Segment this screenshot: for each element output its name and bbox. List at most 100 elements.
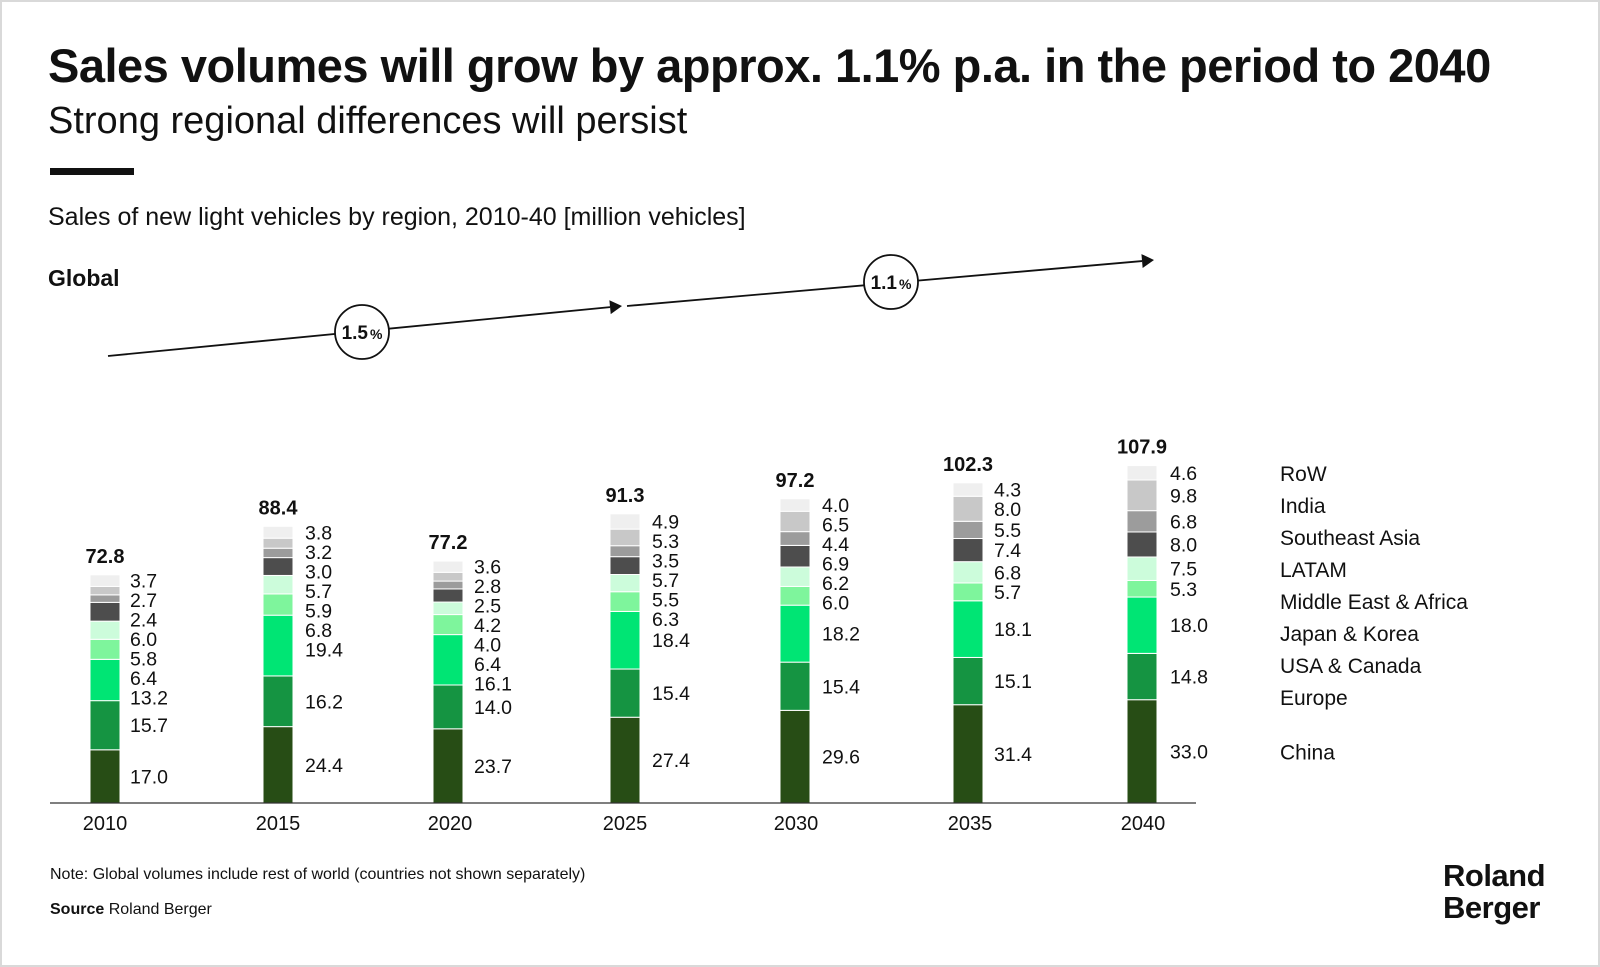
roland-berger-logo: Roland Berger [1443, 860, 1546, 925]
bar-middle-east-and-africa-2040 [1126, 556, 1158, 581]
value-label-middle-east-and-africa-2010: 5.8 [130, 649, 157, 671]
legend-item-usa-and-canada: USA & Canada [1280, 655, 1422, 678]
bar-europe-2040 [1126, 652, 1158, 701]
value-label-europe-2010: 15.7 [130, 715, 168, 737]
value-label-row-2035: 4.3 [994, 480, 1021, 502]
bar-india-2020 [432, 571, 464, 582]
bar-row-2020 [432, 560, 464, 573]
value-label-usa-and-canada-2030: 18.2 [822, 624, 860, 646]
bar-europe-2030 [779, 661, 811, 711]
value-label-southeast-asia-2025: 3.5 [652, 550, 679, 572]
source-text: Roland Berger [108, 901, 212, 918]
legend-item-europe: Europe [1280, 687, 1348, 710]
bar-row-2030 [779, 498, 811, 512]
bar-row-2015 [262, 525, 294, 539]
total-label-2020: 77.2 [429, 532, 468, 554]
logo-line-2: Berger [1443, 890, 1540, 925]
value-label-india-2030: 6.5 [822, 515, 849, 537]
bar-usa-and-canada-2025 [609, 610, 641, 670]
value-label-middle-east-and-africa-2020: 4.0 [474, 635, 501, 657]
x-tick-label-2015: 2015 [256, 813, 301, 835]
bar-middle-east-and-africa-2025 [609, 574, 641, 593]
value-label-europe-2020: 14.0 [474, 697, 512, 719]
x-tick-label-2025: 2025 [603, 813, 648, 835]
bar-india-2035 [952, 495, 984, 522]
value-label-latam-2035: 7.4 [994, 540, 1021, 562]
value-label-latam-2040: 8.0 [1170, 534, 1197, 556]
value-label-india-2025: 5.3 [652, 531, 679, 553]
value-label-row-2020: 3.6 [474, 557, 501, 579]
x-tick-label-2035: 2035 [948, 813, 993, 835]
value-label-southeast-asia-2015: 3.0 [305, 561, 332, 583]
bar-middle-east-and-africa-2030 [779, 566, 811, 587]
value-label-middle-east-and-africa-2015: 5.9 [305, 600, 332, 622]
total-label-2035: 102.3 [943, 454, 993, 476]
value-label-usa-and-canada-2015: 19.4 [305, 639, 343, 661]
chart-scope-label: Global [48, 265, 120, 291]
bar-china-2030 [779, 709, 811, 804]
value-label-usa-and-canada-2035: 18.1 [994, 619, 1032, 641]
value-label-india-2020: 2.8 [474, 576, 501, 598]
bar-japan-and-korea-2025 [609, 591, 641, 612]
total-label-2030: 97.2 [776, 470, 815, 492]
value-label-europe-2030: 15.4 [822, 676, 860, 698]
value-label-usa-and-canada-2020: 16.1 [474, 674, 512, 696]
value-label-europe-2025: 15.4 [652, 683, 690, 705]
page-subtitle: Strong regional differences will persist [48, 100, 688, 142]
value-label-middle-east-and-africa-2025: 5.5 [652, 589, 679, 611]
value-label-japan-and-korea-2020: 6.4 [474, 654, 501, 676]
bar-usa-and-canada-2020 [432, 634, 464, 686]
bar-china-2025 [609, 716, 641, 804]
page-title: Sales volumes will grow by approx. 1.1% … [48, 39, 1491, 92]
bar-row-2010 [89, 574, 121, 587]
bar-europe-2015 [262, 675, 294, 728]
value-label-row-2025: 4.9 [652, 511, 679, 533]
value-label-southeast-asia-2035: 5.5 [994, 520, 1021, 542]
growth-badge-2 [863, 254, 919, 310]
value-label-europe-2015: 16.2 [305, 691, 343, 713]
bar-southeast-asia-2030 [779, 531, 811, 546]
bar-india-2015 [262, 537, 294, 549]
bar-middle-east-and-africa-2020 [432, 601, 464, 616]
x-tick-label-2020: 2020 [428, 813, 473, 835]
bar-europe-2035 [952, 656, 984, 706]
value-label-row-2010: 3.7 [130, 571, 157, 593]
bar-china-2010 [89, 749, 121, 804]
value-label-usa-and-canada-2040: 18.0 [1170, 615, 1208, 637]
growth-rate-value-2: 1.1 [871, 273, 898, 294]
bar-china-2020 [432, 728, 464, 804]
title-rule [50, 168, 134, 175]
legend-item-india: India [1280, 495, 1326, 518]
legend-item-row: RoW [1280, 463, 1327, 486]
value-label-india-2015: 3.2 [305, 542, 332, 564]
value-label-japan-and-korea-2030: 6.0 [822, 593, 849, 615]
value-label-china-2010: 17.0 [130, 766, 168, 788]
legend-item-latam: LATAM [1280, 559, 1347, 582]
growth-rate-label-1: 1.5% [342, 323, 383, 344]
bar-usa-and-canada-2035 [952, 600, 984, 658]
source-label: Source [50, 901, 105, 918]
growth-rate-unit-1: % [370, 326, 383, 342]
value-label-usa-and-canada-2025: 18.4 [652, 630, 690, 652]
bar-middle-east-and-africa-2015 [262, 574, 294, 595]
source-line: Source Roland Berger [50, 901, 212, 919]
bar-japan-and-korea-2030 [779, 585, 811, 606]
value-label-china-2030: 29.6 [822, 747, 860, 769]
total-label-2040: 107.9 [1117, 437, 1167, 459]
bar-japan-and-korea-2040 [1126, 579, 1158, 598]
bar-southeast-asia-2025 [609, 545, 641, 558]
value-label-latam-2025: 5.7 [652, 570, 679, 592]
bar-china-2015 [262, 726, 294, 804]
bar-latam-2020 [432, 588, 464, 603]
bar-india-2010 [89, 585, 121, 596]
bar-japan-and-korea-2035 [952, 582, 984, 602]
bar-southeast-asia-2010 [89, 594, 121, 603]
value-label-latam-2010: 6.0 [130, 629, 157, 651]
value-label-europe-2040: 14.8 [1170, 667, 1208, 689]
bar-europe-2020 [432, 684, 464, 730]
value-label-latam-2020: 4.2 [474, 615, 501, 637]
bar-southeast-asia-2015 [262, 547, 294, 559]
value-label-middle-east-and-africa-2040: 7.5 [1170, 559, 1197, 581]
value-label-row-2030: 4.0 [822, 495, 849, 517]
